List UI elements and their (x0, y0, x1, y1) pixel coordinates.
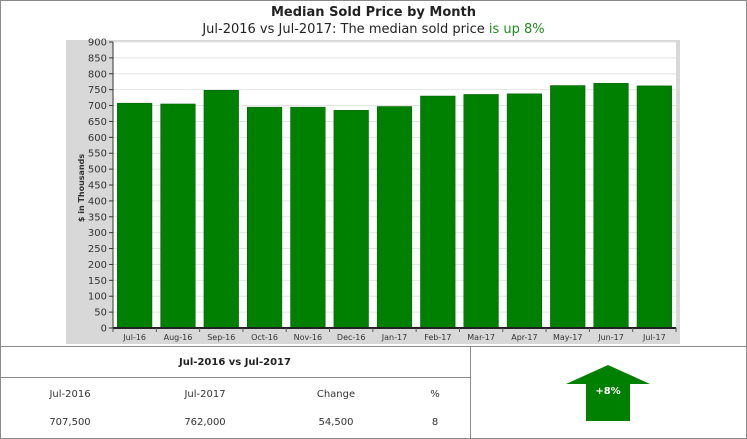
x-axis: Jul-16 Aug-16 Sep-16 Oct-16 Nov-16 Dec-16 Jan-… (112, 327, 677, 342)
y-axis: 0 50 100 150 200 250 300 350 400 450 500 550 600 650 7… (88, 38, 114, 335)
summary-header-jul-2017: Jul-2017 (184, 389, 226, 400)
chart-title: Median Sold Price by Month (271, 5, 476, 20)
summary-value-percent: 8 (431, 417, 439, 428)
y-tick-label: 900 (88, 38, 107, 49)
bar-jul-16 (117, 102, 153, 329)
y-tick-label: 0 (101, 324, 107, 335)
y-tick-label: 800 (88, 69, 107, 80)
summary-value-jul-2017: 762,000 (184, 417, 226, 428)
subtitle-prefix: Jul-2016 vs Jul-2017: The median sold pr… (202, 22, 489, 37)
bars (117, 83, 672, 329)
x-tick-label: Feb-17 (424, 333, 451, 342)
y-tick-label: 150 (88, 276, 107, 287)
y-tick-label: 650 (88, 117, 107, 128)
up-arrow-icon (566, 365, 650, 425)
bar-aug-16 (160, 103, 196, 329)
y-tick-label: 300 (88, 228, 107, 239)
chart-subtitle: Jul-2016 vs Jul-2017: The median sold pr… (0, 22, 747, 37)
y-tick-label: 350 (88, 212, 107, 223)
bar-jul-17 (636, 85, 672, 329)
bar-apr-17 (506, 93, 542, 329)
y-tick-label: 400 (88, 196, 107, 207)
x-tick-label: Mar-17 (467, 333, 495, 342)
y-tick-label: 50 (94, 308, 107, 319)
summary-title: Jul-2016 vs Jul-2017 (179, 357, 291, 368)
bar-may-17 (550, 85, 586, 329)
y-tick-label: 600 (88, 133, 107, 144)
x-tick-label: Nov-16 (294, 333, 322, 342)
y-tick-label: 750 (88, 85, 107, 96)
bar-mar-17 (463, 94, 499, 329)
bar-jan-17 (376, 106, 413, 329)
x-tick-label: Dec-16 (337, 333, 366, 342)
y-tick-label: 450 (88, 181, 107, 192)
x-tick-label: Aug-16 (164, 333, 193, 342)
summary-divider (0, 346, 747, 347)
summary-header-change: Change (316, 389, 356, 400)
bar-dec-16 (333, 110, 369, 329)
summary-value-change: 54,500 (318, 417, 354, 428)
summary-title-divider (1, 377, 470, 378)
x-tick-label: Jan-17 (381, 333, 407, 342)
x-tick-label: Jun-17 (597, 333, 624, 342)
bar-oct-16 (247, 106, 283, 329)
bar-jun-17 (593, 83, 629, 329)
x-tick-label: Jul-17 (642, 333, 666, 342)
x-tick-label: May-17 (553, 333, 582, 342)
y-tick-label: 100 (88, 292, 107, 303)
y-tick-label: 850 (88, 53, 107, 64)
bar-sep-16 (203, 90, 239, 329)
y-tick-label: 250 (88, 244, 107, 255)
bar-feb-17 (420, 95, 456, 329)
x-tick-label: Oct-16 (251, 333, 278, 342)
summary-value-jul-2016: 707,500 (49, 417, 91, 428)
x-tick-label: Sep-16 (207, 333, 235, 342)
subtitle-highlight: is up 8% (488, 22, 545, 37)
summary-column-divider (470, 346, 471, 439)
summary-header-percent: % (430, 389, 440, 400)
y-tick-label: 500 (88, 165, 107, 176)
summary-header-jul-2016: Jul-2016 (49, 389, 91, 400)
x-tick-label: Apr-17 (511, 333, 537, 342)
y-tick-label: 550 (88, 149, 107, 160)
y-tick-label: 200 (88, 260, 107, 271)
change-badge: +8% (595, 386, 621, 397)
y-tick-label: 700 (88, 101, 107, 112)
x-tick-label: Jul-16 (122, 333, 146, 342)
bar-nov-16 (290, 106, 326, 329)
bar-chart: 0 50 100 150 200 250 300 350 400 450 500 550 600 650 7… (66, 38, 680, 344)
y-axis-title: $ in Thousands (77, 154, 86, 223)
